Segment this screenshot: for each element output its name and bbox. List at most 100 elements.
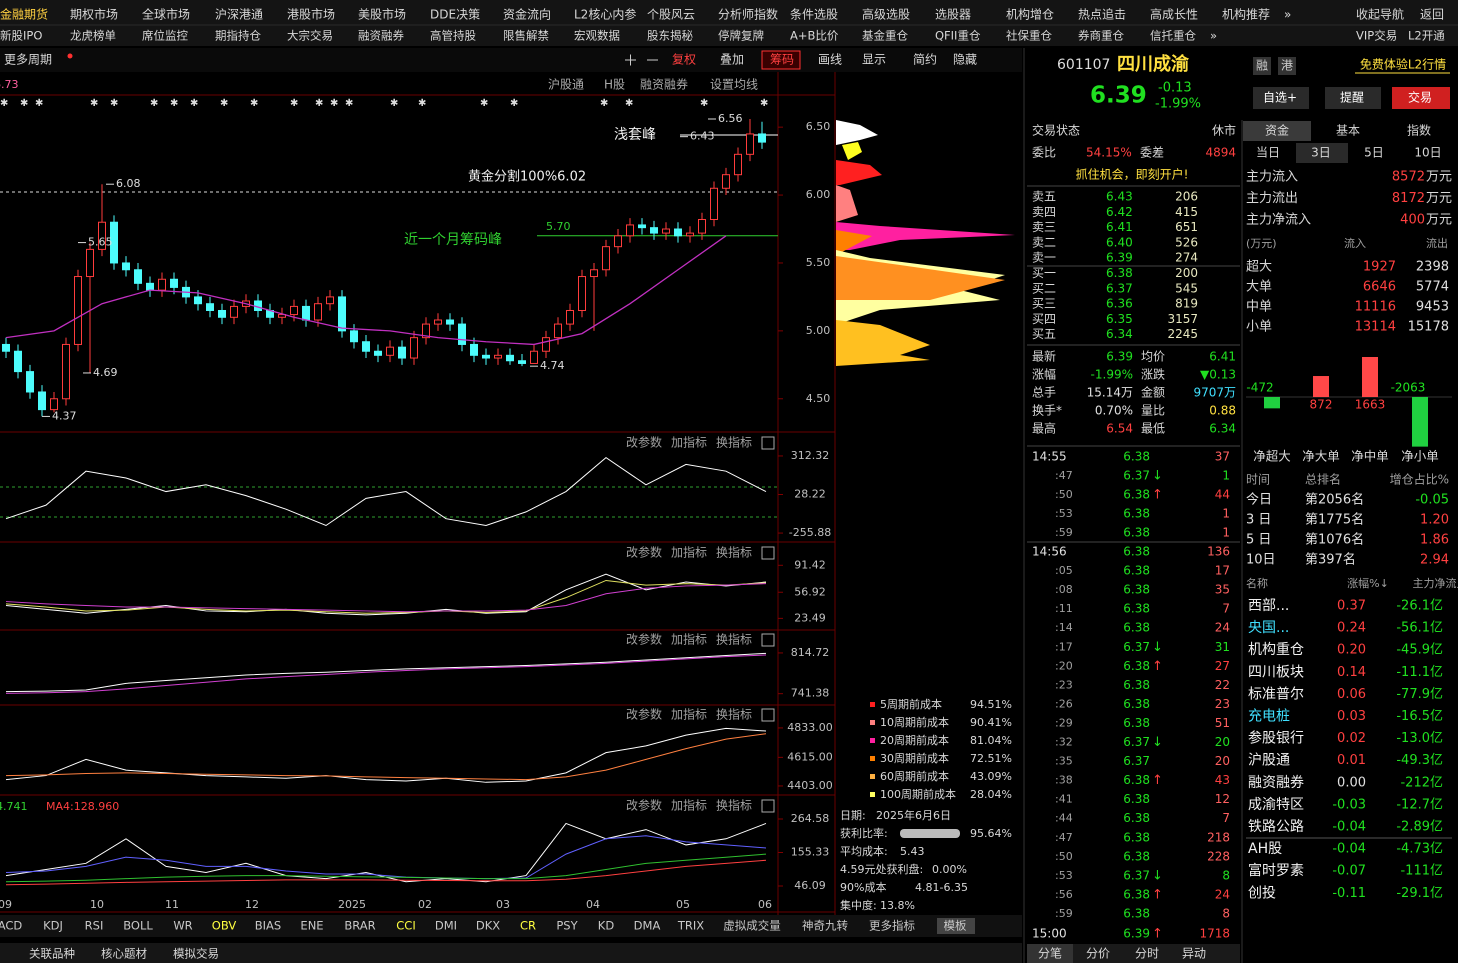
indicator-tab[interactable]: ACD: [0, 919, 22, 933]
indicator-tab[interactable]: ENE: [300, 919, 323, 933]
menu-item[interactable]: 高成长性: [1150, 7, 1198, 22]
panel-tool[interactable]: 改参数: [626, 707, 662, 722]
menu-item[interactable]: 金融期货: [0, 7, 48, 22]
sector-name[interactable]: 西部...: [1248, 598, 1289, 614]
alert-button-bg[interactable]: [1325, 87, 1381, 109]
panel-close[interactable]: [761, 708, 775, 722]
sector-name[interactable]: 充电桩: [1248, 708, 1290, 725]
tick-tab[interactable]: 分笔: [1038, 946, 1062, 961]
menu-item[interactable]: 条件选股: [790, 8, 838, 22]
sector-name[interactable]: 铁路公路: [1248, 819, 1304, 835]
sector-name[interactable]: 沪股通: [1248, 753, 1290, 769]
action-button[interactable]: 自选+: [1263, 91, 1297, 105]
chart-link[interactable]: 设置均线: [710, 78, 758, 92]
menu-item[interactable]: 期权市场: [70, 7, 118, 22]
sector-name[interactable]: 四川板块: [1248, 664, 1304, 680]
toolbar-button[interactable]: 筹码: [770, 53, 794, 67]
sector-name[interactable]: 机构重仓: [1248, 642, 1304, 658]
menu-item[interactable]: 全球市场: [142, 7, 190, 22]
indicator-tab[interactable]: 虚拟成交量: [723, 919, 781, 933]
fund-tab[interactable]: 资金: [1265, 123, 1289, 138]
menu-item[interactable]: L2核心内参: [574, 7, 636, 22]
sector-name[interactable]: AH股: [1248, 841, 1282, 857]
panel-tool[interactable]: 加指标: [671, 707, 707, 722]
sector-name[interactable]: 央国...: [1248, 620, 1289, 636]
menu-item[interactable]: 港股市场: [287, 7, 335, 22]
fund-tab[interactable]: 基本: [1336, 124, 1360, 138]
period-tab[interactable]: 5日: [1364, 146, 1384, 160]
chart-link[interactable]: 沪股通: [548, 78, 584, 92]
menu-item[interactable]: 限售解禁: [503, 29, 549, 43]
indicator-tab[interactable]: DMI: [435, 919, 457, 933]
menu-item[interactable]: 股东揭秘: [647, 29, 693, 43]
menu-item[interactable]: 龙虎榜单: [70, 29, 116, 43]
indicator-tab[interactable]: 神奇九转: [802, 919, 848, 933]
indicator-tab[interactable]: RSI: [85, 919, 104, 933]
indicator-tab[interactable]: CR: [520, 919, 536, 933]
menu-item[interactable]: 券商重仓: [1078, 29, 1124, 43]
period-tab[interactable]: 当日: [1256, 146, 1280, 160]
toolbar-button[interactable]: 画线: [818, 53, 842, 67]
sector-name[interactable]: 创投: [1248, 885, 1276, 901]
indicator-tab[interactable]: KDJ: [43, 919, 63, 933]
period-tab[interactable]: 10日: [1414, 146, 1441, 160]
menu-item[interactable]: »: [1210, 29, 1217, 43]
menu-item[interactable]: A+B比价: [790, 29, 839, 43]
sector-name[interactable]: 参股银行: [1248, 730, 1304, 747]
l2-link[interactable]: 免费体验L2行情: [1360, 57, 1446, 72]
indicator-tab[interactable]: BIAS: [255, 919, 281, 933]
menu-item[interactable]: DDE决策: [430, 8, 480, 22]
bottom-tab[interactable]: 关联品种: [29, 947, 75, 961]
watch-button-bg[interactable]: [1253, 87, 1309, 109]
bottom-tab[interactable]: 模拟交易: [173, 947, 219, 961]
indicator-tab[interactable]: PSY: [556, 919, 578, 933]
tick-tab[interactable]: 异动: [1182, 947, 1206, 961]
panel-tool[interactable]: 加指标: [671, 435, 707, 450]
toolbar-button[interactable]: 隐藏: [953, 53, 977, 67]
panel-tool[interactable]: 加指标: [671, 632, 707, 647]
menu-item[interactable]: 返回: [1420, 8, 1444, 22]
menu-item[interactable]: 机构推荐: [1222, 7, 1270, 22]
menu-item[interactable]: 收起导航: [1356, 7, 1404, 22]
menu-item[interactable]: 资金流向: [503, 7, 551, 22]
chart-link[interactable]: H股: [604, 78, 625, 92]
bottom-tab[interactable]: 核心题材: [101, 947, 147, 961]
toolbar-button[interactable]: 简约: [913, 52, 937, 67]
panel-tool[interactable]: 换指标: [716, 798, 752, 813]
menu-item[interactable]: 机构增仓: [1006, 7, 1054, 22]
indicator-tab[interactable]: DMA: [634, 919, 661, 933]
panel-close[interactable]: [761, 799, 775, 813]
panel-tool[interactable]: 加指标: [671, 798, 707, 813]
action-button[interactable]: 提醒: [1340, 90, 1364, 105]
menu-item[interactable]: 信托重仓: [1150, 29, 1196, 43]
menu-item[interactable]: 停牌复牌: [718, 29, 764, 43]
period-tab[interactable]: 3日: [1311, 146, 1331, 160]
toolbar-button[interactable]: 复权: [672, 53, 696, 67]
menu-item[interactable]: 选股器: [935, 8, 971, 22]
menu-item[interactable]: 个股风云: [647, 8, 695, 22]
menu-item[interactable]: 美股市场: [358, 7, 406, 22]
menu-item[interactable]: 高管持股: [430, 29, 476, 43]
chip-button-bg[interactable]: [761, 50, 801, 70]
menu-item[interactable]: 大宗交易: [287, 29, 333, 43]
indicator-tab[interactable]: OBV: [212, 919, 237, 933]
menu-item[interactable]: 基金重仓: [862, 29, 908, 43]
action-button[interactable]: 交易: [1408, 90, 1432, 105]
indicator-tab[interactable]: BOLL: [123, 919, 153, 933]
zoom-in-icon[interactable]: [625, 54, 636, 66]
menu-item[interactable]: 新股IPO: [0, 29, 42, 43]
sector-name[interactable]: 标准普尔: [1248, 686, 1304, 702]
indicator-tab[interactable]: KD: [598, 919, 615, 933]
chart-link[interactable]: 融资融券: [640, 77, 688, 92]
tick-tab[interactable]: 分价: [1086, 947, 1110, 961]
panel-tool[interactable]: 换指标: [716, 707, 752, 722]
menu-item[interactable]: »: [1284, 8, 1291, 22]
menu-item[interactable]: 高级选股: [862, 7, 910, 22]
panel-tool[interactable]: 改参数: [626, 632, 662, 647]
menu-item[interactable]: 席位监控: [142, 29, 188, 43]
sector-name[interactable]: 融资融券: [1248, 775, 1304, 791]
fund-tab[interactable]: 指数: [1407, 123, 1431, 138]
panel-close[interactable]: [761, 546, 775, 560]
toolbar-button[interactable]: 显示: [862, 53, 886, 67]
panel-close[interactable]: [761, 436, 775, 450]
